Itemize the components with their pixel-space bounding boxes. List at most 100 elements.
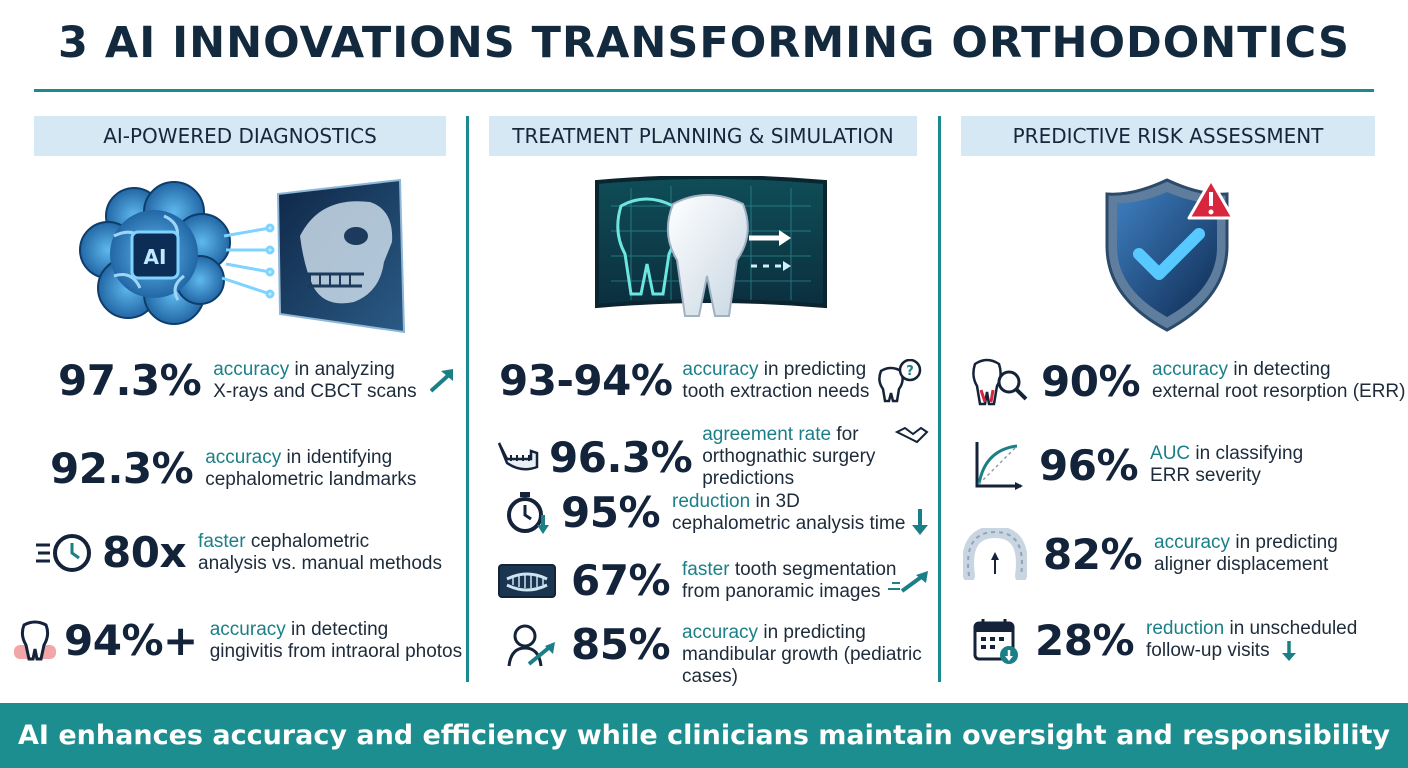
calendar-down-icon [973, 617, 1019, 665]
stat-highlight: accuracy [682, 358, 759, 380]
svg-text:?: ? [907, 364, 915, 379]
stat-description: agreement rate for orthognathic surgery … [702, 424, 938, 490]
stat-value: 96% [1039, 440, 1139, 490]
title-divider [34, 89, 1374, 92]
stat-value: 94%+ [64, 616, 198, 665]
tooth-magnifier-icon [971, 356, 1029, 406]
stat-planning-orthognathic: 96.3% agreement rate for orthognathic su… [495, 424, 938, 490]
stat-value: 67% [571, 556, 671, 605]
svg-text:AI: AI [144, 245, 167, 269]
stat-text-line2: tooth extraction needs [682, 380, 870, 402]
stat-text-line2: ERR severity [1150, 465, 1261, 486]
stat-text: cephalometric [245, 530, 370, 552]
stat-description: AUC in classifying ERR severity [1150, 443, 1303, 487]
stat-description: accuracy in detecting gingivitis from in… [210, 619, 462, 663]
stat-value: 92.3% [50, 444, 194, 493]
child-growth-icon [507, 624, 557, 668]
stat-value: 82% [1043, 529, 1143, 579]
roc-curve-icon [973, 440, 1025, 490]
trend-up-arrow-icon [886, 567, 932, 595]
stat-description: faster cephalometric analysis vs. manual… [198, 531, 442, 575]
column-header-treatment-planning: TREATMENT PLANNING & SIMULATION [489, 116, 917, 156]
stat-diagnostics-gingivitis: 94%+ accuracy in detecting gingivitis fr… [12, 616, 462, 665]
tooth-question-icon: ? [877, 358, 923, 403]
down-arrow-icon [1280, 640, 1298, 662]
column-diagnostics: AI-POWERED DIAGNOSTICS [0, 116, 466, 686]
ai-brain-xray-skull-icon: AI [74, 176, 414, 341]
stat-text-line2: orthognathic surgery predictions [702, 446, 876, 490]
inflamed-tooth-icon [12, 619, 58, 663]
column-header-diagnostics: AI-POWERED DIAGNOSTICS [34, 116, 446, 156]
stat-planning-extraction: 93-94% accuracy in predicting tooth extr… [499, 356, 923, 405]
stat-text-line2: mandibular growth (pediatric [682, 644, 922, 665]
stat-description: accuracy in analyzing X-rays and CBCT sc… [213, 359, 416, 403]
page-title: 3 AI INNOVATIONS TRANSFORMING ORTHODONTI… [58, 18, 1350, 68]
trend-up-arrow-icon [427, 367, 457, 395]
stat-description: faster tooth segmentation from panoramic… [682, 559, 896, 603]
stat-description: reduction in 3D cephalometric analysis t… [672, 491, 905, 535]
stat-highlight: AUC [1150, 443, 1191, 464]
stat-text: in predicting [758, 358, 867, 380]
stat-text: in classifying [1190, 443, 1304, 464]
stat-description: accuracy in detecting external root reso… [1152, 359, 1405, 403]
stat-text-line2: cephalometric landmarks [205, 468, 417, 490]
stat-risk-err: 90% accuracy in detecting external root … [971, 356, 1405, 406]
handshake-icon [894, 424, 929, 446]
stat-text: in identifying [281, 446, 393, 468]
down-arrow-icon [909, 507, 931, 537]
stat-text-line2: analysis vs. manual methods [198, 552, 442, 574]
stat-diagnostics-xray: 97.3% accuracy in analyzing X-rays and C… [58, 356, 457, 405]
stat-text: in 3D [750, 490, 800, 512]
stat-text-line2: aligner displacement [1154, 554, 1329, 575]
stat-text-line2: external root resorption (ERR) [1152, 381, 1406, 402]
stat-value: 93-94% [499, 356, 673, 405]
stat-value: 95% [561, 488, 661, 537]
column-treatment-planning: TREATMENT PLANNING & SIMULATION 93-9 [469, 116, 938, 688]
stat-description: accuracy in predicting mandibular growth… [682, 622, 922, 688]
stat-value: 90% [1041, 356, 1141, 406]
footer-banner: AI enhances accuracy and efficiency whil… [0, 703, 1408, 768]
stat-value: 96.3% [549, 432, 693, 482]
stat-value: 28% [1035, 616, 1135, 665]
stat-planning-cephalometric: 95% reduction in 3D cephalometric analys… [505, 488, 931, 537]
stat-highlight: faster [198, 530, 246, 552]
stat-risk-aligner: 82% accuracy in predicting aligner displ… [963, 528, 1338, 580]
jaw-icon [495, 437, 541, 477]
stat-text-line2: follow-up visits [1146, 640, 1270, 662]
stat-risk-followup: 28% reduction in unscheduled follow-up v… [973, 616, 1357, 665]
column-divider-1 [466, 116, 469, 682]
stat-text-line2: cephalometric analysis time [672, 512, 906, 534]
stat-highlight: faster [682, 558, 730, 580]
stat-description: reduction in unscheduled follow-up visit… [1146, 618, 1357, 662]
stat-text-line3: cases) [682, 666, 738, 687]
footer-message: AI enhances accuracy and efficiency whil… [18, 720, 1390, 751]
tooth-3d-simulation-icon [591, 175, 831, 339]
column-divider-2 [938, 116, 941, 682]
stat-highlight: accuracy [213, 358, 290, 380]
stat-text: in detecting [1228, 359, 1331, 380]
stat-highlight: accuracy [1154, 532, 1231, 553]
stat-planning-segmentation: 67% faster tooth segmentation from panor… [497, 556, 932, 605]
stat-value: 85% [571, 620, 671, 669]
column-risk-assessment: PREDICTIVE RISK ASSESSMENT 90% accuracy … [941, 116, 1408, 686]
stat-highlight: accuracy [1152, 359, 1229, 380]
stat-text: in analyzing [289, 358, 395, 380]
panoramic-xray-icon [497, 561, 557, 601]
stat-description: accuracy in identifying cephalometric la… [205, 447, 416, 491]
stat-text-line2: from panoramic images [682, 580, 881, 602]
stat-text: tooth segmentation [729, 558, 897, 580]
stat-text: in predicting [1230, 532, 1338, 553]
stat-description: accuracy in predicting tooth extraction … [682, 359, 869, 403]
stopwatch-down-icon [505, 491, 551, 535]
stat-text: in unscheduled [1224, 618, 1358, 640]
shield-check-alert-icon [1099, 176, 1249, 337]
fast-clock-icon [34, 531, 94, 575]
stat-highlight: reduction [672, 490, 751, 512]
stat-value: 80x [102, 528, 187, 577]
column-header-risk-assessment: PREDICTIVE RISK ASSESSMENT [961, 116, 1375, 156]
stat-planning-growth: 85% accuracy in predicting mandibular gr… [507, 620, 922, 688]
stat-highlight: reduction [1146, 618, 1225, 640]
aligner-icon [963, 528, 1027, 580]
stat-diagnostics-landmarks: 92.3% accuracy in identifying cephalomet… [50, 444, 416, 493]
stat-diagnostics-speed: 80x faster cephalometric analysis vs. ma… [34, 528, 442, 577]
